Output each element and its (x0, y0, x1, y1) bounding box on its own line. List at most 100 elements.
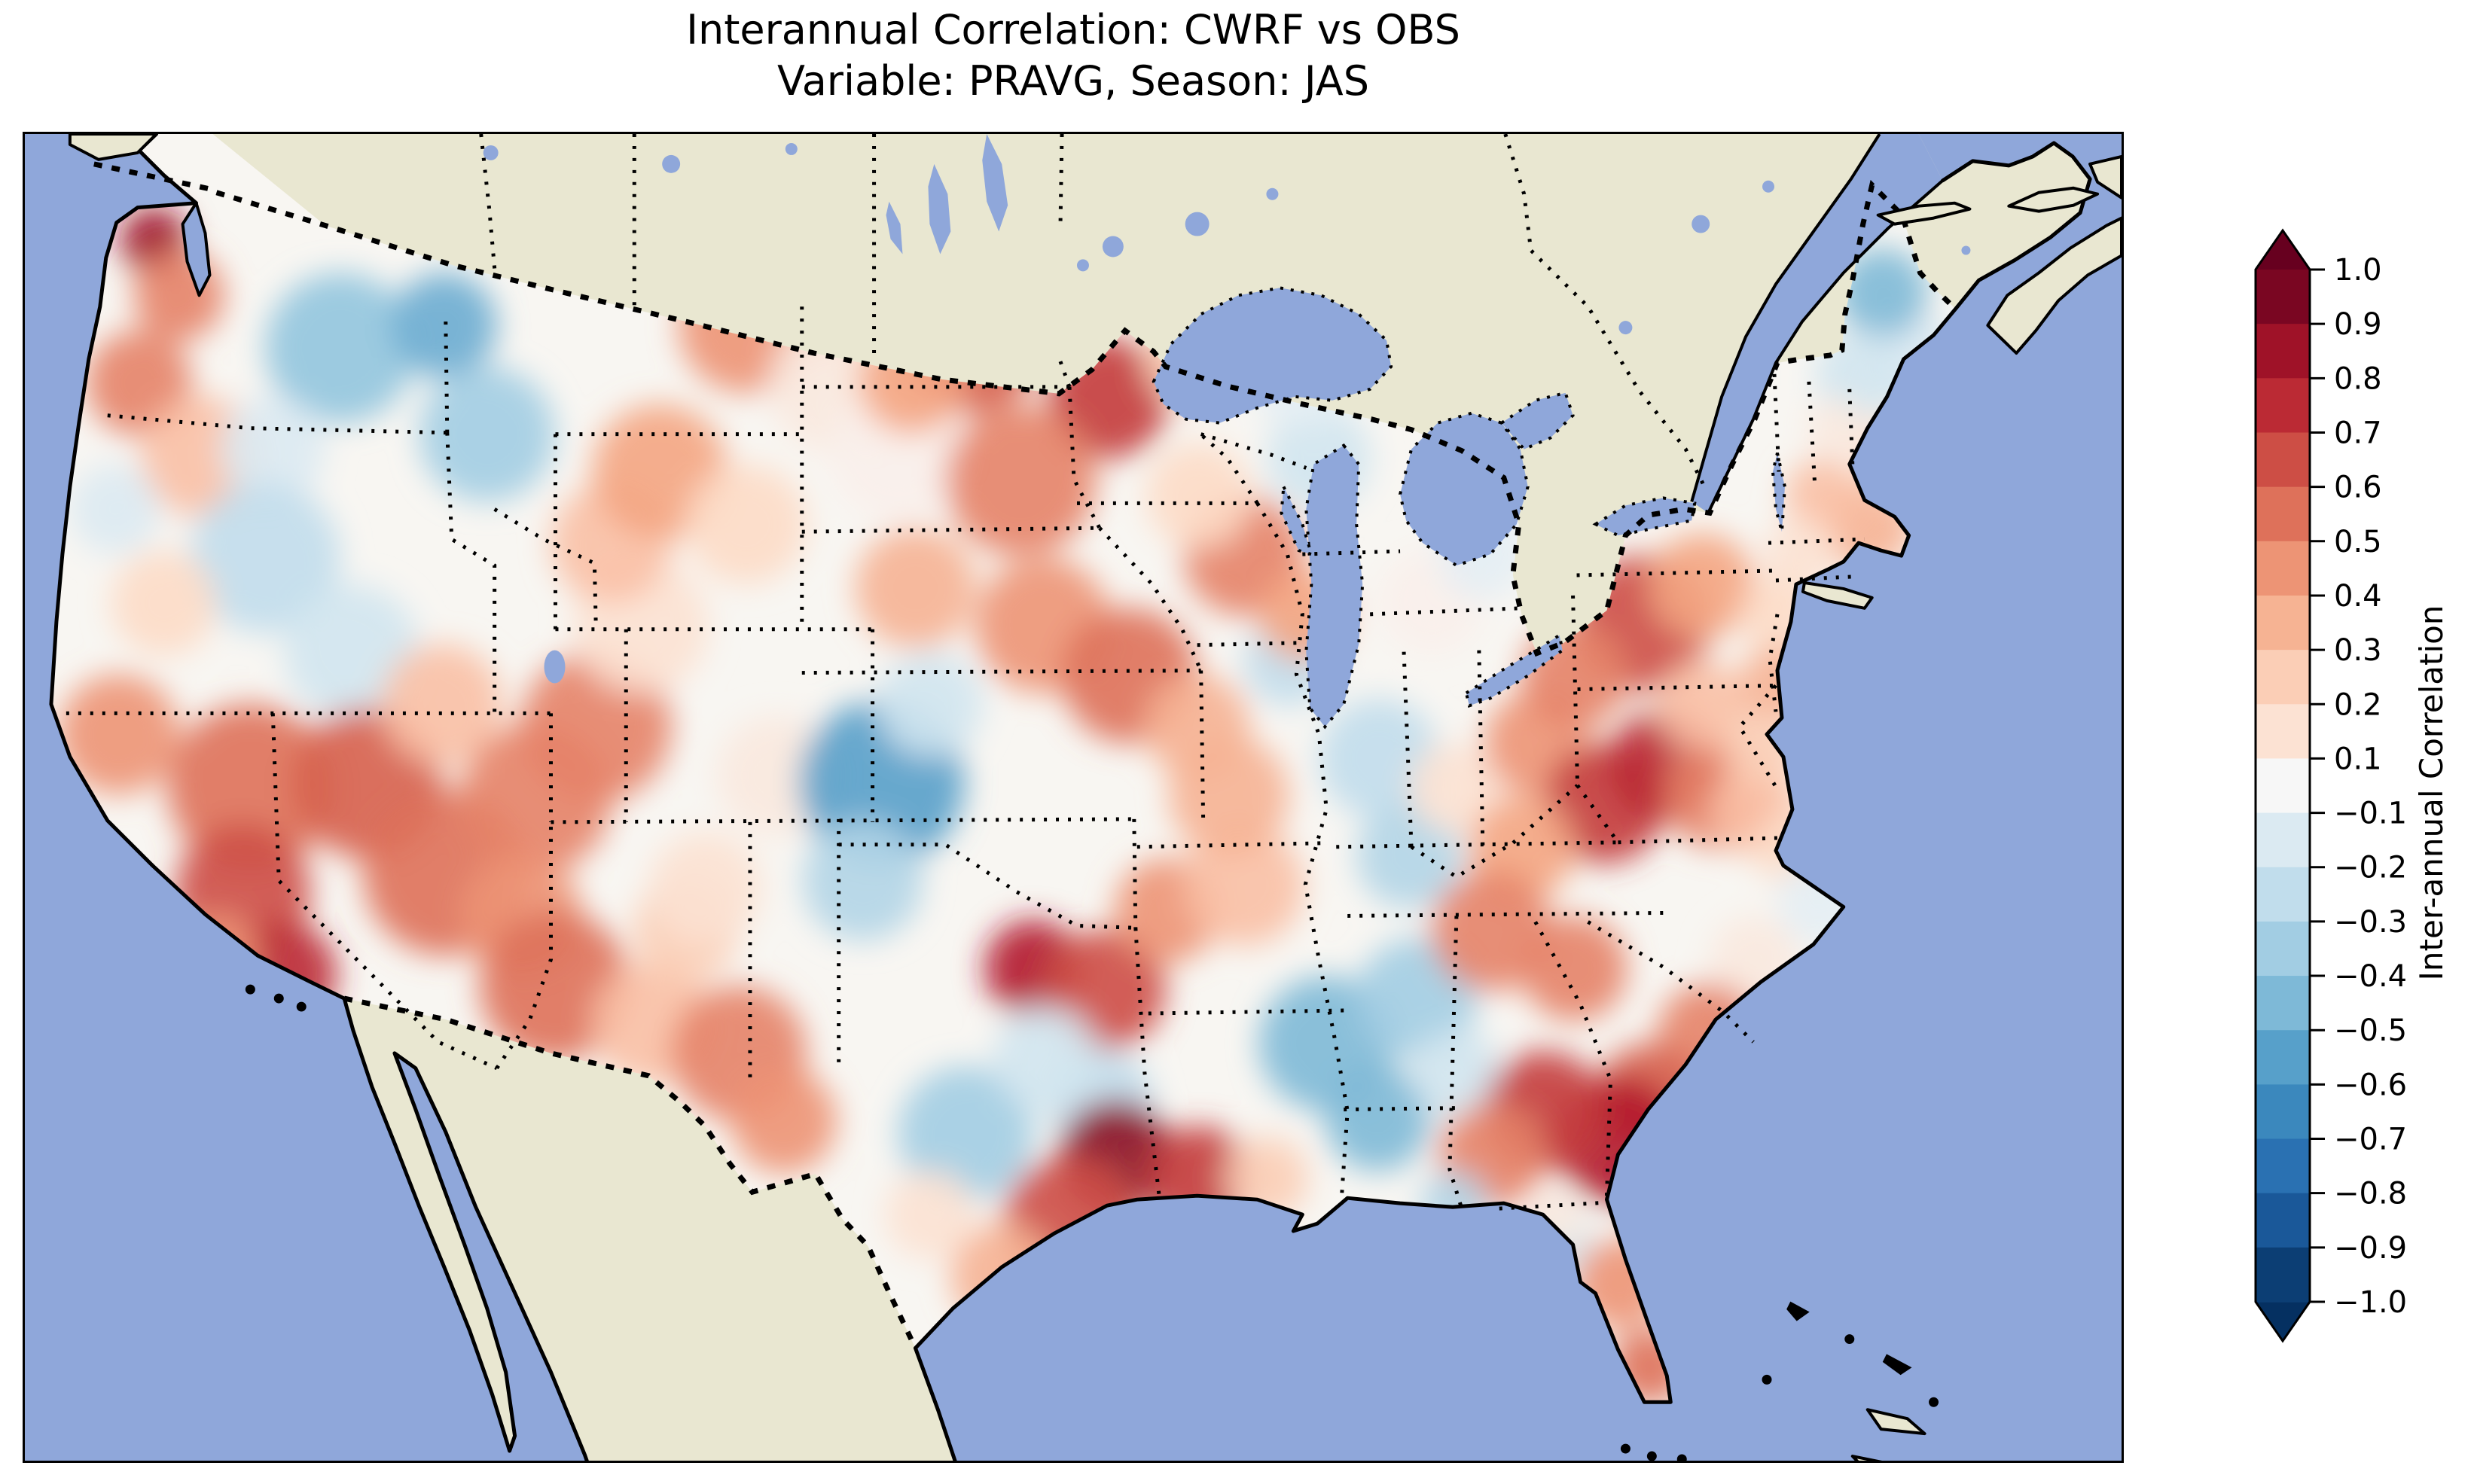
prince-edward-island (2007, 186, 2100, 213)
colorbar-tick-label: 0.2 (2334, 687, 2382, 722)
colorbar-segments (2256, 270, 2310, 1303)
long-island (1801, 580, 1874, 610)
colorbar-tick-label: 0.4 (2334, 579, 2382, 614)
field-sample (993, 1006, 1098, 1111)
field-sample (1649, 533, 1756, 638)
field-sample (58, 674, 179, 795)
pacific-coastline (49, 134, 589, 1461)
newfoundland-corner (2088, 154, 2122, 200)
colorbar-tick-label: 1.0 (2334, 253, 2382, 288)
national-borders (93, 161, 1957, 1349)
colorbar-extend-arrows (2256, 230, 2310, 1341)
state-boundaries (66, 134, 1865, 1211)
colorbar-tick-label: 0.6 (2334, 471, 2382, 505)
field-sample (1168, 736, 1289, 856)
field-sample (885, 1169, 976, 1260)
islands (68, 134, 2122, 1461)
title-line-2: Variable: PRAVG, Season: JAS (776, 57, 1370, 105)
colorbar-tick-label: −0.8 (2334, 1177, 2407, 1211)
field-sample (1431, 870, 1552, 992)
lake-michigan (1304, 443, 1365, 730)
bahamas-islet (1865, 1408, 1926, 1436)
colorbar-tick-label: 0.8 (2334, 361, 2382, 396)
colorbar-tick-label: −1.0 (2334, 1285, 2407, 1320)
field-sample (220, 396, 326, 502)
field-sample (686, 464, 807, 584)
georgian-bay (1499, 391, 1575, 451)
colorbar-tick-label: −0.1 (2334, 797, 2407, 831)
field-sample (1411, 1028, 1502, 1119)
atlantic-gulf-coastline (913, 141, 2092, 1461)
green-bay (1280, 481, 1314, 557)
field-sample (877, 651, 984, 757)
colorbar-tick-label: −0.3 (2334, 905, 2407, 940)
anticosti-island (1876, 201, 1972, 226)
colorbar-tick-label: 0.1 (2334, 742, 2382, 776)
colorbar-tick-label: −0.4 (2334, 959, 2407, 994)
field-sample (381, 644, 502, 765)
nova-scotia (1986, 216, 2122, 355)
cuba (1850, 1455, 1883, 1461)
bahamas-sliver-2 (1882, 1354, 1912, 1376)
field-sample (1145, 443, 1252, 549)
field-sample (1356, 803, 1462, 909)
lake-superior (1152, 286, 1393, 425)
colorbar: 1.0 0.9 0.8 0.7 0.6 0.5 0.4 0.3 0.2 0.1 −0.1 −0.2 −0… (2254, 228, 2450, 1343)
st-lawrence-south-shore (1707, 179, 1944, 514)
field-sample (648, 831, 761, 945)
field-sample (1837, 248, 1928, 339)
florida-keys-2 (1646, 1451, 1657, 1461)
field-sample (1521, 916, 1627, 1021)
field-sample (111, 550, 217, 656)
channel-island-1 (245, 984, 255, 995)
lake-champlain (1771, 453, 1786, 532)
channel-island-3 (296, 1001, 307, 1012)
field-sample (1657, 660, 1748, 751)
colorbar-tick-label: −0.9 (2334, 1231, 2407, 1266)
chart-title: Interannual Correlation: CWRF vs OBS Var… (23, 5, 2124, 107)
colorbar-tick-label: 0.3 (2334, 633, 2382, 668)
florida-keys-3 (1676, 1454, 1687, 1461)
st-lawrence-river (1692, 134, 1943, 513)
title-line-1: Interannual Correlation: CWRF vs OBS (686, 6, 1460, 53)
colorbar-tick-label: −0.6 (2334, 1068, 2407, 1102)
field-sample (1784, 458, 1860, 534)
field-sample (855, 528, 976, 648)
colorbar-tick-label: 0.7 (2334, 416, 2382, 450)
field-sample (167, 704, 334, 870)
vancouver-island (68, 134, 158, 161)
field-sample (1807, 398, 1868, 459)
colorbar-tick-label: −0.2 (2334, 851, 2407, 885)
field-sample (265, 273, 416, 423)
colorbar-ticks: 1.0 0.9 0.8 0.7 0.6 0.5 0.4 0.3 0.2 0.1 −0.1 −0.2 −0… (2310, 253, 2407, 1320)
puget-sound-coast (181, 201, 212, 297)
map-panel (23, 132, 2124, 1463)
field-sample (133, 250, 224, 341)
field-sample (802, 820, 923, 941)
us-correlation-map (25, 134, 2122, 1461)
field-sample (731, 1068, 837, 1174)
channel-island-2 (273, 993, 284, 1004)
bahamas-dot-3 (1762, 1374, 1772, 1385)
florida-keys-1 (1620, 1443, 1631, 1454)
bahamas-dot-2 (1929, 1397, 1939, 1407)
field-sample (391, 273, 497, 378)
colorbar-label: Inter-annual Correlation (2413, 605, 2450, 981)
field-sample (1325, 1065, 1430, 1172)
colorbar-tick-label: −0.5 (2334, 1013, 2407, 1048)
lake-huron (1399, 411, 1530, 568)
small-lakes (483, 134, 2058, 684)
field-sample (419, 366, 555, 502)
field-sample (945, 405, 1096, 556)
field-sample (69, 464, 160, 555)
field-sample (1183, 825, 1304, 946)
bahamas-sliver-1 (1786, 1301, 1810, 1321)
colorbar-tick-label: 0.5 (2334, 525, 2382, 559)
field-sample (190, 483, 341, 633)
field-sample (1409, 743, 1499, 833)
field-sample (898, 1065, 1034, 1202)
colorbar-tick-label: 0.9 (2334, 307, 2382, 342)
colorbar-tick-label: −0.7 (2334, 1123, 2407, 1157)
st-lawrence-north-shore (1690, 134, 1881, 502)
